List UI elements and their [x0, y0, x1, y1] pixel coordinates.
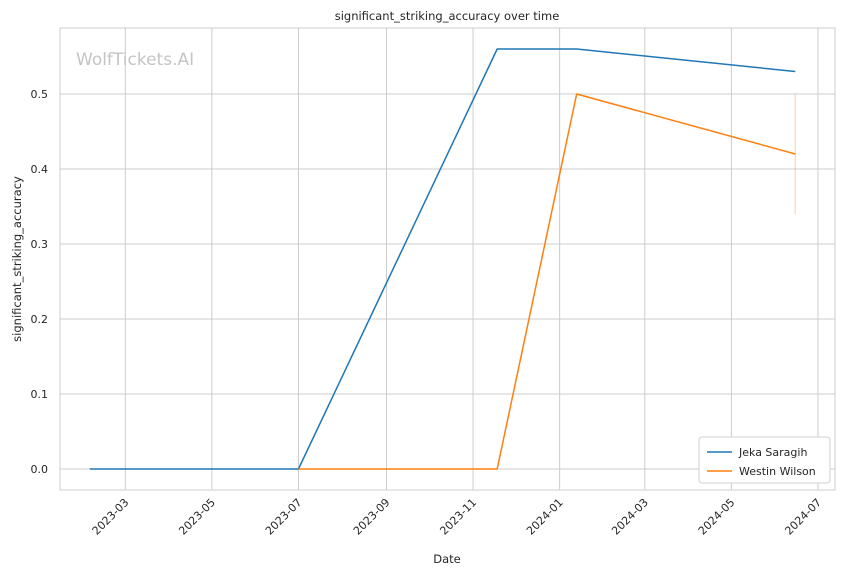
legend-label-jeka: Jeka Saragih — [738, 446, 807, 459]
y-axis-ticks: 0.0 0.1 0.2 0.3 0.4 0.5 — [31, 88, 49, 476]
y-tick-label: 0.5 — [31, 88, 49, 101]
x-tick-label: 2023-03 — [90, 496, 132, 538]
series-lines — [89, 48, 796, 470]
x-tick-label: 2023-09 — [351, 496, 393, 538]
y-tick-label: 0.2 — [31, 313, 49, 326]
chart-title: significant_striking_accuracy over time — [335, 9, 560, 23]
y-tick-label: 0.0 — [31, 463, 49, 476]
legend-label-westin: Westin Wilson — [739, 465, 816, 478]
series-line-0 — [89, 48, 796, 470]
plot-area — [59, 27, 836, 491]
x-tick-label: 2024-03 — [609, 496, 651, 538]
x-tick-label: 2023-05 — [176, 496, 218, 538]
x-tick-label: 2024-01 — [524, 496, 566, 538]
x-tick-label: 2024-05 — [696, 496, 738, 538]
x-axis-ticks: 2023-03 2023-05 2023-07 2023-09 2023-11 2024-… — [90, 496, 824, 538]
watermark: WolfTickets.AI — [76, 50, 194, 70]
y-tick-label: 0.4 — [31, 163, 49, 176]
series-line-1 — [298, 93, 796, 470]
x-tick-label: 2024-07 — [782, 496, 824, 538]
x-tick-label: 2023-07 — [263, 496, 305, 538]
legend: Jeka Saragih Westin Wilson — [698, 436, 831, 484]
y-axis-title: significant_striking_accuracy — [10, 176, 24, 342]
y-tick-label: 0.3 — [31, 238, 49, 251]
x-axis-title: Date — [433, 552, 461, 566]
x-tick-label: 2023-11 — [437, 496, 479, 538]
y-tick-label: 0.1 — [31, 388, 49, 401]
